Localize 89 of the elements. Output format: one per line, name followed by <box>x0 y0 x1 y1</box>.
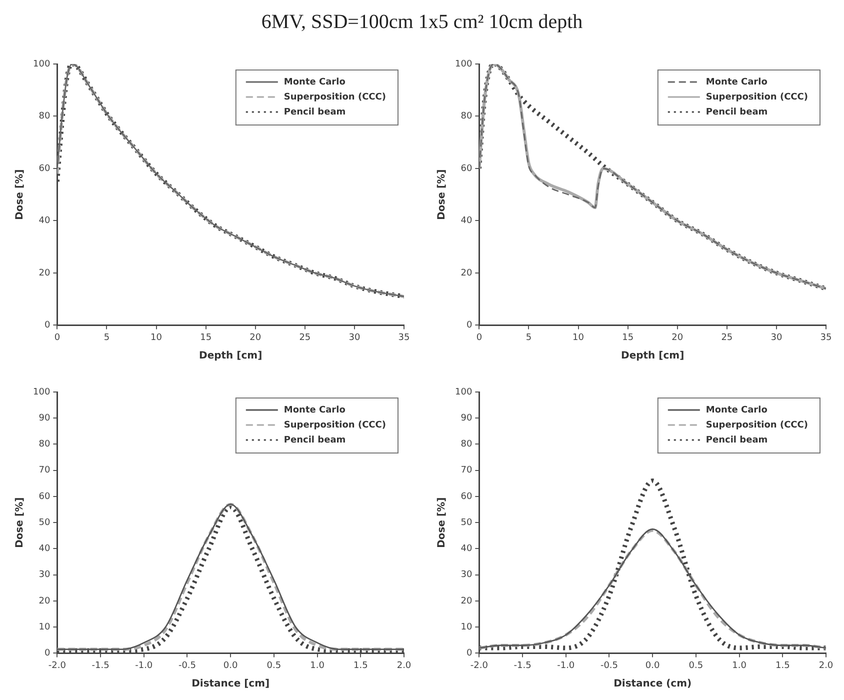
y-tick-label: 30 <box>460 570 472 580</box>
y-tick-label: 90 <box>38 413 50 424</box>
x-tick-label: 2.0 <box>396 660 412 671</box>
legend-label: Pencil beam <box>706 107 768 118</box>
x-tick-label: 0.5 <box>266 660 282 671</box>
x-tick-label: 0.0 <box>645 660 660 671</box>
x-tick-label: -2.0 <box>48 660 66 671</box>
y-tick-label: 20 <box>38 596 50 606</box>
x-tick-label: 35 <box>398 332 410 343</box>
legend-label: Monte Carlo <box>706 77 768 88</box>
y-tick-label: 90 <box>460 413 472 424</box>
x-axis-title: Distance (cm) <box>614 678 692 690</box>
y-tick-label: 60 <box>460 492 472 502</box>
y-tick-label: 40 <box>460 216 472 226</box>
x-tick-label: 30 <box>770 332 782 343</box>
x-tick-label: 30 <box>348 332 360 343</box>
legend-label: Superposition (CCC) <box>706 92 808 102</box>
y-tick-label: 0 <box>466 320 472 331</box>
y-tick-label: 0 <box>466 648 472 659</box>
x-tick-label: 15 <box>622 332 634 343</box>
x-tick-label: 0 <box>54 332 60 343</box>
y-tick-label: 30 <box>38 570 50 580</box>
y-tick-label: 70 <box>38 466 50 476</box>
x-axis-title: Depth [cm] <box>621 350 684 362</box>
y-tick-label: 50 <box>38 518 50 528</box>
x-tick-label: 1.0 <box>310 660 325 671</box>
x-tick-label: 5 <box>526 332 532 343</box>
y-axis-title: Dose [%] <box>14 497 26 548</box>
legend-label: Pencil beam <box>284 435 346 446</box>
y-tick-label: 20 <box>460 268 472 278</box>
x-tick-label: 0.0 <box>223 660 238 671</box>
x-tick-label: -1.5 <box>92 660 110 671</box>
legend-label: Monte Carlo <box>284 77 346 88</box>
y-tick-label: 40 <box>460 544 472 554</box>
legend-label: Superposition (CCC) <box>284 92 386 102</box>
y-tick-label: 100 <box>32 59 50 70</box>
x-tick-label: -1.0 <box>557 660 575 671</box>
legend-label: Monte Carlo <box>284 405 346 416</box>
legend-label: Pencil beam <box>706 435 768 446</box>
y-tick-label: 80 <box>460 112 472 122</box>
y-tick-label: 60 <box>38 492 50 502</box>
x-tick-label: 2.0 <box>818 660 834 671</box>
x-tick-label: 5 <box>104 332 110 343</box>
x-tick-label: 35 <box>820 332 832 343</box>
x-tick-label: -1.5 <box>514 660 532 671</box>
y-tick-label: 60 <box>38 164 50 174</box>
y-tick-label: 20 <box>460 596 472 606</box>
x-tick-label: 0 <box>476 332 482 343</box>
chart-title: 6MV, SSD=100cm 1x5 cm² 10cm depth <box>260 10 584 35</box>
y-tick-label: 60 <box>460 164 472 174</box>
x-tick-label: -0.5 <box>178 660 196 671</box>
x-tick-label: 1.5 <box>775 660 790 671</box>
y-tick-label: 40 <box>38 216 50 226</box>
legend-label: Pencil beam <box>284 107 346 118</box>
x-tick-label: -2.0 <box>470 660 488 671</box>
x-tick-label: -0.5 <box>600 660 618 671</box>
y-tick-label: 80 <box>38 440 50 450</box>
y-tick-label: 20 <box>38 268 50 278</box>
y-axis-title: Dose [%] <box>436 169 448 220</box>
x-tick-label: 15 <box>200 332 212 343</box>
y-tick-label: 10 <box>38 622 50 632</box>
x-tick-label: 20 <box>672 332 684 343</box>
x-tick-label: 25 <box>721 332 733 343</box>
legend-label: Superposition (CCC) <box>706 420 808 430</box>
x-axis-title: Depth [cm] <box>199 350 262 362</box>
y-tick-label: 50 <box>460 518 472 528</box>
y-tick-label: 100 <box>454 59 472 70</box>
x-tick-label: 10 <box>150 332 162 343</box>
y-tick-label: 80 <box>38 112 50 122</box>
x-tick-label: 0.5 <box>688 660 704 671</box>
x-tick-label: 25 <box>299 332 311 343</box>
x-axis-title: Distance [cm] <box>192 678 270 690</box>
x-tick-label: 1.0 <box>732 660 747 671</box>
x-tick-label: 1.5 <box>353 660 368 671</box>
y-tick-label: 100 <box>32 387 50 398</box>
y-tick-label: 100 <box>454 387 472 398</box>
y-tick-label: 40 <box>38 544 50 554</box>
y-tick-label: 10 <box>460 622 472 632</box>
x-tick-label: -1.0 <box>135 660 153 671</box>
x-tick-label: 20 <box>250 332 262 343</box>
y-tick-label: 0 <box>44 648 50 659</box>
y-tick-label: 80 <box>460 440 472 450</box>
x-tick-label: 10 <box>572 332 584 343</box>
y-axis-title: Dose [%] <box>436 497 448 548</box>
y-axis-title: Dose [%] <box>14 169 26 220</box>
y-tick-label: 0 <box>44 320 50 331</box>
y-tick-label: 70 <box>460 466 472 476</box>
legend-label: Superposition (CCC) <box>284 420 386 430</box>
legend-label: Monte Carlo <box>706 405 768 416</box>
